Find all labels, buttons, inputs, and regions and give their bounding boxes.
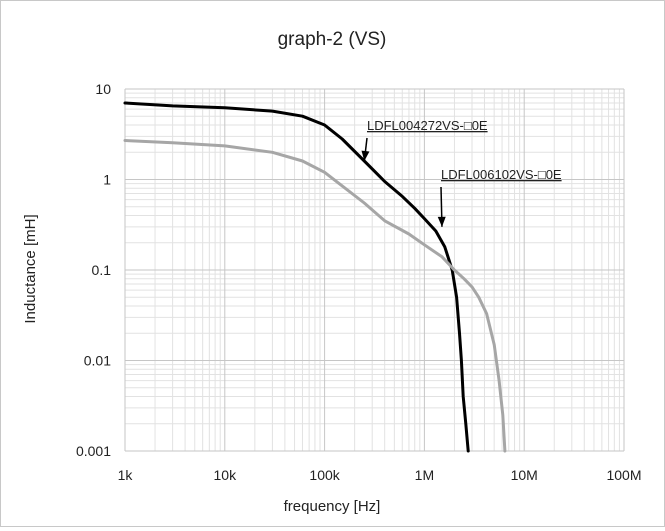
x-tick-label: 1k <box>118 467 134 483</box>
y-tick-label: 1 <box>103 172 111 188</box>
y-tick-label: 0.01 <box>84 353 111 369</box>
x-tick-label: 100M <box>606 467 641 483</box>
annotation-arrowhead-1 <box>361 150 370 162</box>
y-tick-label: 0.1 <box>92 262 112 278</box>
x-tick-label: 10M <box>511 467 538 483</box>
tick-labels: 1k 10k 100k 1M 10M 100M 10 1 0.1 0.01 0.001 <box>76 81 642 483</box>
x-tick-label: 100k <box>309 467 340 483</box>
grid <box>124 88 625 452</box>
x-tick-label: 1M <box>415 467 434 483</box>
chart-title: graph-2 (VS) <box>278 29 387 50</box>
series-lines <box>123 101 507 453</box>
annotation-label-2: LDFL006102VS-□0E <box>441 167 562 182</box>
y-axis-label: Inductance [mH] <box>22 214 39 323</box>
y-tick-label: 10 <box>95 81 111 97</box>
series-line-2 <box>123 139 507 453</box>
series-line-1 <box>123 101 470 453</box>
x-axis-label: frequency [Hz] <box>284 498 381 515</box>
annotations: LDFL004272VS-□0E LDFL006102VS-□0E <box>361 118 562 227</box>
x-tick-label: 10k <box>214 467 238 483</box>
y-tick-label: 0.001 <box>76 443 111 459</box>
annotation-arrowhead-2 <box>437 216 446 227</box>
annotation-label-1: LDFL004272VS-□0E <box>367 118 488 133</box>
